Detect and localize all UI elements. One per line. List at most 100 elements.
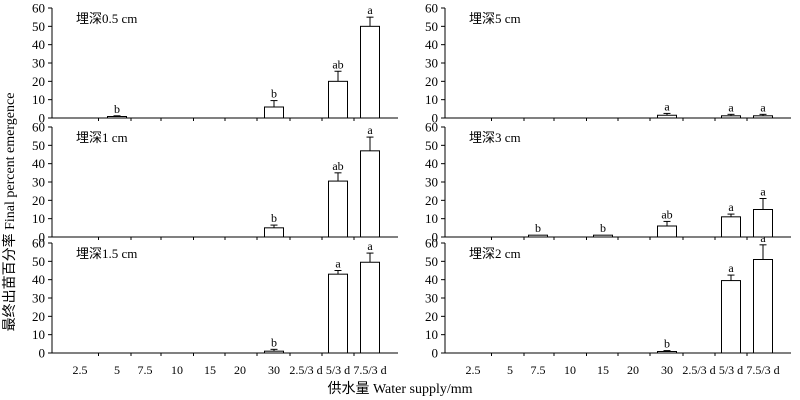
- y-tick-label: 0: [39, 346, 46, 361]
- y-tick-label: 40: [32, 37, 45, 52]
- significance-letter: a: [664, 99, 670, 113]
- bar: [753, 115, 773, 119]
- y-tick-label: 20: [425, 309, 438, 324]
- significance-letter: a: [760, 185, 766, 199]
- x-tick-label: 15: [597, 363, 609, 377]
- y-tick-label: 50: [425, 254, 438, 269]
- y-tick-label: 30: [32, 175, 45, 190]
- y-tick-label: 50: [32, 138, 45, 153]
- y-tick-label: 60: [32, 120, 45, 135]
- x-tick-label: 30: [661, 363, 673, 377]
- significance-letter: a: [728, 200, 734, 214]
- bar: [753, 259, 773, 354]
- panel-title: 埋深5 cm: [469, 11, 521, 26]
- y-tick-label: 50: [32, 19, 45, 34]
- bar: [721, 115, 741, 119]
- bar: [328, 80, 348, 119]
- x-tick-label: 7.5/3 d: [353, 363, 386, 377]
- significance-letter: ab: [332, 57, 343, 71]
- significance-letter: a: [367, 123, 373, 137]
- bar: [107, 116, 127, 119]
- significance-letter: ab: [332, 159, 343, 173]
- significance-letter: b: [600, 221, 606, 235]
- y-tick-label: 60: [425, 1, 438, 16]
- bar: [657, 351, 677, 354]
- bar: [328, 180, 348, 238]
- bar: [657, 114, 677, 119]
- y-tick-label: 0: [432, 230, 439, 245]
- panel-2: 0 10 20 30 40 50 60 埋深5 cm a a a: [425, 1, 791, 126]
- x-tick-label: 7.5: [531, 363, 546, 377]
- x-tick-label: 15: [204, 363, 216, 377]
- y-tick-label: 0: [432, 111, 439, 126]
- x-tick-label: 20: [234, 363, 246, 377]
- panel-title: 埋深0.5 cm: [76, 11, 137, 26]
- y-tick-label: 60: [32, 236, 45, 251]
- significance-letter: a: [335, 257, 341, 271]
- panel-6: 0 10 20 30 40 50 60 2.5 5 7.5 10 15 20 30 2.5/3 d 5/3 d…: [425, 231, 791, 377]
- y-tick-label: 10: [425, 211, 438, 226]
- bar: [360, 25, 380, 119]
- significance-letter: a: [760, 100, 766, 114]
- y-tick-label: 0: [39, 111, 46, 126]
- y-tick-label: 20: [425, 74, 438, 89]
- x-axis-title: 供水量 Water supply/mm: [327, 381, 472, 397]
- y-tick-label: 10: [32, 327, 45, 342]
- significance-letter: a: [760, 231, 766, 245]
- significance-letter: b: [271, 211, 277, 225]
- bar: [360, 261, 380, 354]
- y-tick-label: 30: [425, 175, 438, 190]
- x-tick-label: 10: [171, 363, 183, 377]
- bar: [657, 225, 677, 238]
- x-tick-label: 7.5: [138, 363, 153, 377]
- y-tick-label: 10: [32, 211, 45, 226]
- y-tick-label: 40: [32, 156, 45, 171]
- panel-5: 0 10 20 30 40 50 60 2.5 5 7.5 10 15 20 30 2.5/3 d 5/3 d…: [32, 236, 398, 377]
- panel-title: 埋深3 cm: [469, 130, 521, 145]
- y-tick-label: 30: [32, 291, 45, 306]
- bar: [593, 234, 613, 238]
- y-tick-label: 40: [425, 272, 438, 287]
- y-tick-label: 50: [32, 254, 45, 269]
- y-tick-label: 20: [32, 74, 45, 89]
- x-tick-label: 2.5: [466, 363, 481, 377]
- significance-letter: b: [535, 221, 541, 235]
- x-tick-label: 2.5/3 d: [289, 363, 322, 377]
- bar: [328, 273, 348, 354]
- y-tick-label: 30: [32, 56, 45, 71]
- y-tick-label: 20: [32, 309, 45, 324]
- significance-letter: ab: [661, 207, 672, 221]
- y-tick-label: 40: [32, 272, 45, 287]
- y-tick-label: 0: [432, 346, 439, 361]
- y-tick-label: 0: [39, 230, 46, 245]
- panel-3: 0 10 20 30 40 50 60 埋深1 cm b ab a: [32, 120, 398, 245]
- panel-4: 0 10 20 30 40 50 60 埋深3 cm b b ab a a: [425, 120, 791, 245]
- y-tick-label: 50: [425, 138, 438, 153]
- bar: [721, 216, 741, 238]
- bar: [264, 106, 284, 119]
- y-tick-label: 20: [32, 193, 45, 208]
- significance-letter: a: [367, 239, 373, 253]
- x-tick-label: 2.5: [73, 363, 88, 377]
- significance-letter: b: [271, 335, 277, 349]
- bar: [721, 280, 741, 354]
- x-tick-label: 7.5/3 d: [746, 363, 779, 377]
- bar: [528, 234, 548, 238]
- significance-letter: b: [114, 102, 120, 116]
- y-axis-title: 最终出苗百分率 Final percent emergence: [1, 93, 18, 332]
- bar: [264, 227, 284, 238]
- x-tick-label: 5/3 d: [719, 363, 743, 377]
- y-tick-label: 40: [425, 156, 438, 171]
- y-tick-label: 10: [425, 92, 438, 107]
- x-tick-label: 5: [507, 363, 513, 377]
- y-tick-label: 30: [425, 56, 438, 71]
- x-tick-label: 2.5/3 d: [682, 363, 715, 377]
- significance-letter: a: [728, 261, 734, 275]
- x-tick-label: 10: [564, 363, 576, 377]
- y-tick-label: 40: [425, 37, 438, 52]
- panel-1: 0 10 20 30 40 50 60 埋深0.5 cm b b ab a: [32, 1, 398, 126]
- bar: [360, 150, 380, 238]
- y-tick-label: 50: [425, 19, 438, 34]
- bar: [264, 350, 284, 354]
